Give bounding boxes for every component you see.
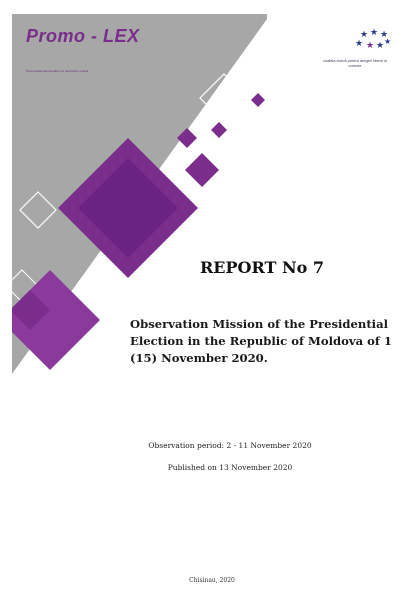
publication-date: Published on 13 November 2020 [167,463,293,472]
svg-text:★: ★ [384,37,391,46]
promo-lex-tagline: Promovarea democrației și a drepturilor … [26,69,89,73]
observation-period: Observation period: 2 - 11 November 2020 [148,441,312,450]
promo-lex-logo: Promo - LEX [26,26,140,46]
lower-purple-diamond-inner [12,290,50,330]
partner-stars-logo: ★ ★ ★ ★ ★ ★ ★ [355,28,391,51]
purple-diamond [251,93,265,107]
purple-diamond [177,128,197,148]
document-page: Promo - LEX Promovarea democrației și a … [12,14,400,594]
svg-text:★: ★ [376,41,384,51]
purple-diamond [211,122,227,138]
svg-text:★: ★ [366,41,374,51]
outline-square [199,73,249,123]
svg-text:★: ★ [370,28,378,38]
cover-graphic [12,14,267,374]
report-subtitle: Observation Mission of the Presidential … [130,317,392,365]
purple-diamond [185,153,219,187]
svg-text:★: ★ [380,30,388,40]
svg-text:★: ★ [360,30,368,40]
outline-square [19,191,57,229]
svg-text:★: ★ [355,39,363,49]
report-title: REPORT No 7 [200,258,324,277]
place-date: Chisinau, 2020 [189,577,235,584]
partner-caption: coaliția civică pentru alegeri libere și… [322,58,388,68]
large-purple-diamond-inner [78,158,178,258]
